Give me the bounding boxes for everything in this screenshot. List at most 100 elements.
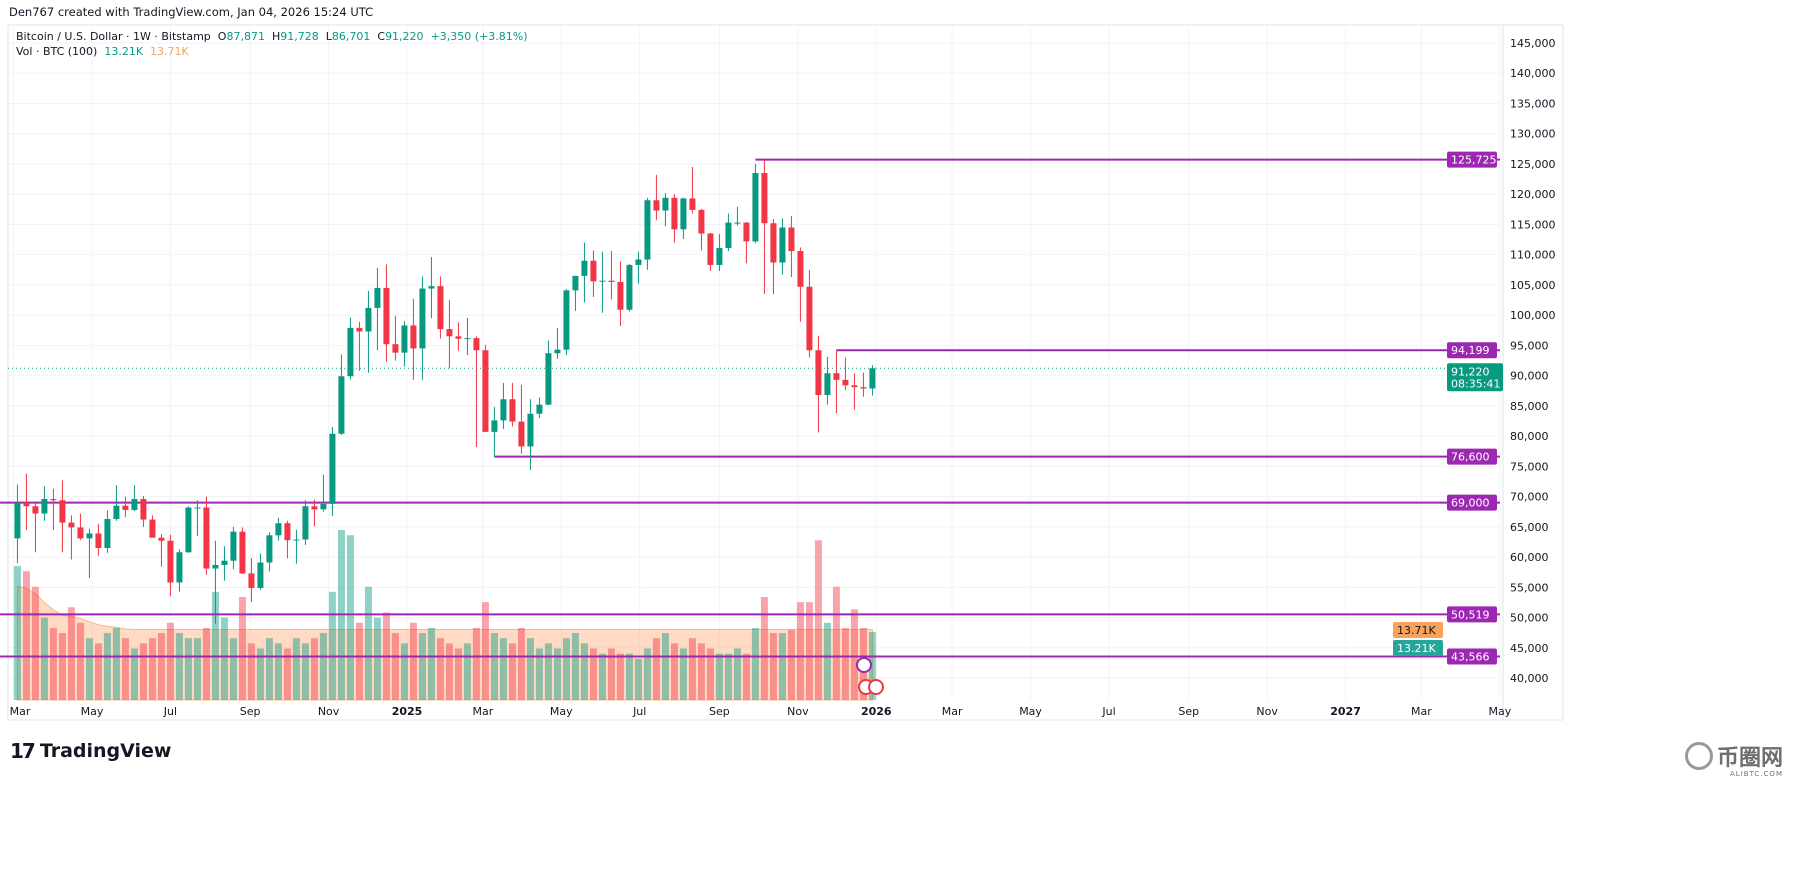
volume-bar	[526, 638, 534, 700]
candle-body	[32, 506, 39, 514]
candle-body	[365, 307, 372, 332]
price-tick-label: 120,000	[1510, 188, 1556, 201]
candle-body	[284, 523, 291, 541]
candle-body	[383, 287, 390, 345]
candle-body	[221, 560, 228, 565]
volume-bar	[166, 622, 174, 700]
volume-bar	[256, 648, 264, 700]
candle-body	[329, 433, 336, 504]
volume-bar	[157, 633, 165, 700]
candle-body	[230, 531, 237, 561]
candle-body	[347, 327, 354, 377]
candle-body	[95, 533, 102, 549]
candle-body	[455, 336, 462, 339]
volume-bar	[454, 648, 462, 700]
volume-bar	[508, 643, 516, 700]
price-tick-label: 50,000	[1510, 612, 1549, 625]
candle-body	[725, 222, 732, 249]
candle-body	[509, 399, 516, 422]
candle-body	[320, 503, 327, 510]
candle-body	[338, 376, 345, 434]
volume-bar	[355, 622, 363, 700]
price-tick-label: 75,000	[1510, 460, 1549, 473]
tradingview-logo-icon: 17	[10, 739, 36, 763]
candle-body	[59, 500, 66, 523]
candle-body	[464, 338, 471, 340]
low-label: L	[325, 30, 332, 43]
candle-body	[752, 173, 759, 242]
last-price-label: 91,220	[1451, 365, 1490, 378]
volume-bar	[706, 648, 714, 700]
time-tick-label: Sep	[709, 705, 730, 718]
volume-bar	[778, 633, 786, 700]
candle-body	[518, 421, 525, 447]
volume-bar	[202, 627, 210, 700]
candle-body	[608, 280, 615, 282]
price-tick-label: 85,000	[1510, 400, 1549, 413]
high-value: 91,728	[280, 30, 319, 43]
volume-bar	[472, 627, 480, 700]
volume-bar	[580, 643, 588, 700]
volume-bar	[67, 607, 75, 700]
level-tag	[1447, 448, 1497, 465]
price-tick-label: 130,000	[1510, 128, 1556, 141]
candle-body	[806, 286, 813, 351]
candle-body	[473, 338, 480, 351]
candle-body	[77, 527, 84, 539]
watermark: 币圈网 ALIBTC.COM	[1684, 740, 1783, 778]
candle-body	[194, 507, 201, 509]
volume-bar	[715, 653, 723, 700]
volume-indicator-title[interactable]: Vol · BTC (100)	[16, 45, 98, 58]
volume-bar	[346, 535, 354, 700]
volume-bar	[247, 643, 255, 700]
candle-body	[716, 248, 723, 265]
candle-body	[770, 223, 777, 263]
candle-body	[140, 499, 147, 520]
volume-bar	[76, 622, 84, 700]
candle-body	[446, 329, 453, 337]
volume-bar	[679, 648, 687, 700]
price-tick-label: 60,000	[1510, 551, 1549, 564]
price-chart[interactable]: 40,000 45,000 50,000 55,000 60,000 65,000 70,0…	[0, 0, 1793, 730]
volume-bar	[832, 586, 840, 700]
level-tag-label: 43,566	[1451, 650, 1490, 663]
candle-body	[212, 564, 219, 569]
candle-body	[167, 540, 174, 583]
change-value: +3,350 (+3.81%)	[430, 30, 528, 43]
candle-body	[248, 573, 255, 588]
price-tick-label: 125,000	[1510, 158, 1556, 171]
time-tick-label: 2025	[392, 705, 423, 718]
time-tick-label: Nov	[787, 705, 809, 718]
volume-bar	[544, 643, 552, 700]
candle-body	[176, 552, 183, 583]
symbol-title[interactable]: Bitcoin / U.S. Dollar · 1W · Bitstamp	[16, 30, 211, 43]
price-tick-label: 95,000	[1510, 339, 1549, 352]
candle-body	[374, 287, 381, 308]
event-flag-us-icon	[868, 679, 884, 695]
candle-body	[734, 222, 741, 224]
price-tick-label: 100,000	[1510, 309, 1556, 322]
candle-body	[671, 197, 678, 230]
candle-body	[86, 533, 93, 539]
time-tick-label: Sep	[1178, 705, 1199, 718]
candle-body	[50, 499, 57, 501]
open-value: 87,871	[226, 30, 265, 43]
close-value: 91,220	[385, 30, 424, 43]
volume-bar	[796, 602, 804, 700]
candle-body	[779, 227, 786, 263]
candle-body	[536, 404, 543, 414]
horizontal-levels[interactable]	[0, 158, 1500, 658]
volume-bar	[787, 629, 795, 700]
volume-bar	[328, 591, 336, 700]
price-axis[interactable]: 40,000 45,000 50,000 55,000 60,000 65,000 70,0…	[1502, 25, 1564, 720]
price-tick-label: 45,000	[1510, 642, 1549, 655]
volume-bar	[625, 653, 633, 700]
volume-bar	[760, 597, 768, 700]
volume-bar	[301, 643, 309, 700]
volume-value: 13.21K	[104, 45, 144, 58]
candle-body	[860, 387, 867, 389]
last-price-tag	[1447, 363, 1503, 392]
volume-bar	[121, 638, 129, 700]
level-tag-label: 50,519	[1451, 608, 1490, 621]
time-axis[interactable]: Mar May Jul Sep Nov 2025 Mar May Jul Sep Nov 2026 Ma…	[10, 705, 1512, 718]
